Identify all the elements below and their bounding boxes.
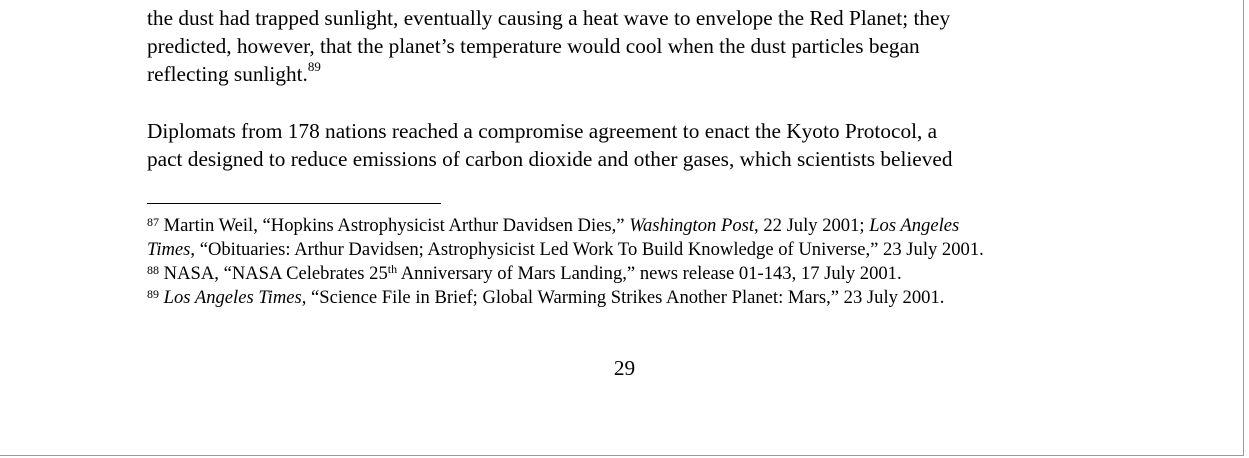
footnote-reference-89[interactable]: 89 xyxy=(307,58,321,74)
paragraph-1-line-2: predicted, however, that the planet’s te… xyxy=(147,34,920,58)
footnote-87-source-los-angeles: Los Angeles xyxy=(869,215,960,236)
paragraph-1-line-3: reflecting sunlight.89 xyxy=(147,60,1107,88)
footnote-number-88: 88 xyxy=(147,263,159,277)
body-paragraph-2: Diplomats from 178 nations reached a com… xyxy=(147,117,1107,173)
footnote-87-source-washington-post: Washington Post xyxy=(629,215,755,236)
footnote-88-ordinal-suffix: th xyxy=(387,262,398,276)
footnote-88-text-b: Anniversary of Mars Landing,” news relea… xyxy=(397,263,902,284)
footnote-87-text-b: , 22 July 2001; xyxy=(754,215,870,236)
footnote-89-text: , “Science File in Brief; Global Warming… xyxy=(301,287,945,308)
footnote-88: 88 NASA, “NASA Celebrates 25th Anniversa… xyxy=(147,262,1107,286)
footnote-number-89: 89 xyxy=(147,287,159,301)
page-number: 29 xyxy=(613,356,636,380)
footnote-87-source-times: Times xyxy=(147,239,191,260)
footnote-separator xyxy=(147,203,441,204)
footnote-88-text-a: NASA, “NASA Celebrates 25 xyxy=(159,263,388,284)
footnote-89: 89 Los Angeles Times, “Science File in B… xyxy=(147,286,1107,310)
paragraph-1-line-1: the dust had trapped sunlight, eventuall… xyxy=(147,6,951,30)
footnote-87-text-c: , “Obituaries: Arthur Davidsen; Astrophy… xyxy=(190,239,984,260)
body-paragraph-1: the dust had trapped sunlight, eventuall… xyxy=(147,4,1107,88)
footnote-number-87: 87 xyxy=(147,215,159,229)
footnote-87-line-2: Times, “Obituaries: Arthur Davidsen; Ast… xyxy=(147,238,1107,262)
footnote-89-source-los-angeles-times: Los Angeles Times xyxy=(163,287,302,308)
footnote-87-text-a: Martin Weil, “Hopkins Astrophysicist Art… xyxy=(159,215,630,236)
paragraph-2-line-2: pact designed to reduce emissions of car… xyxy=(147,147,953,171)
paragraph-1-line-3-text: reflecting sunlight. xyxy=(147,62,308,86)
paragraph-2-line-1: Diplomats from 178 nations reached a com… xyxy=(147,119,938,143)
footnotes-section: 87 Martin Weil, “Hopkins Astrophysicist … xyxy=(147,214,1107,310)
footnote-87-line-1: 87 Martin Weil, “Hopkins Astrophysicist … xyxy=(147,214,1107,238)
